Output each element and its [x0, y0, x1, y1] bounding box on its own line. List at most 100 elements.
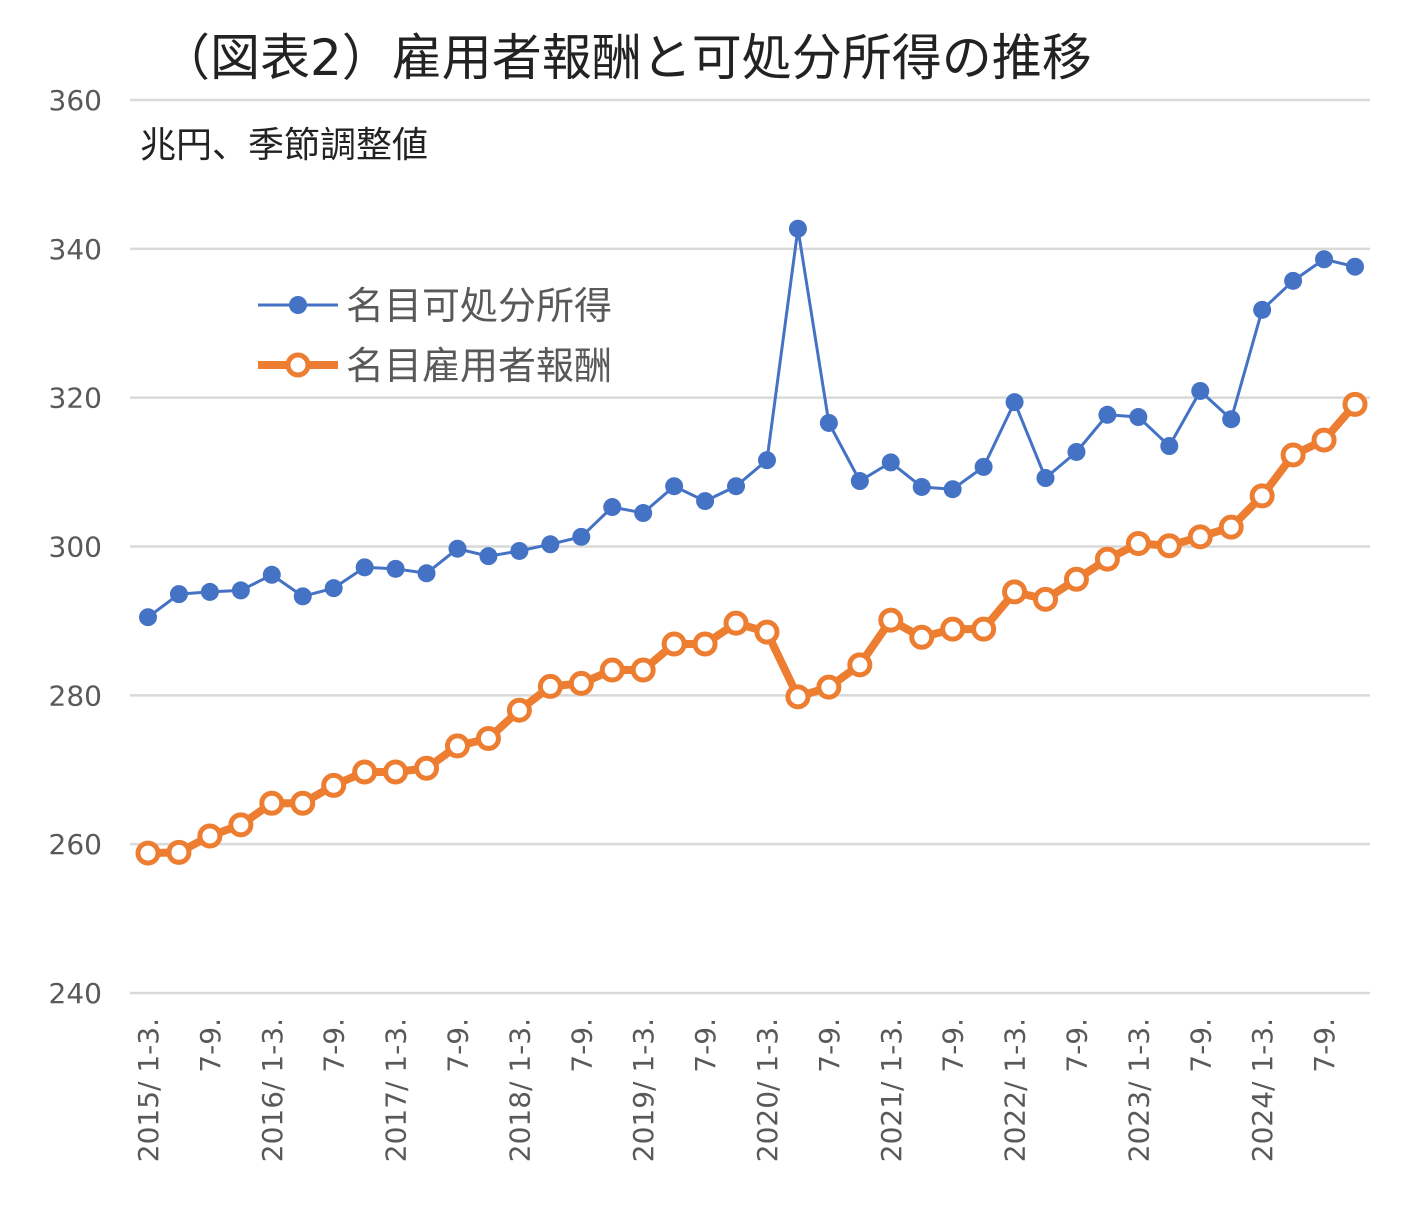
x-tick-label: 7-9.	[937, 1018, 970, 1073]
x-tick-label: 2021/ 1-3.	[875, 1018, 908, 1162]
data-point	[324, 579, 343, 598]
chart-title: （図表2）雇用者報酬と可処分所得の推移	[160, 29, 1092, 87]
x-tick-label: 7-9.	[194, 1018, 227, 1073]
data-point	[321, 772, 347, 798]
data-point	[940, 616, 966, 642]
data-point	[727, 477, 746, 496]
data-point	[723, 610, 749, 636]
data-point	[1311, 427, 1337, 453]
data-point	[754, 619, 780, 645]
data-point	[448, 539, 467, 558]
data-point	[1005, 393, 1024, 412]
data-point	[1033, 586, 1059, 612]
data-point	[785, 684, 811, 710]
series-group	[135, 219, 1368, 866]
data-point	[971, 616, 997, 642]
data-point	[386, 559, 405, 578]
data-point	[293, 587, 312, 606]
x-tick-label: 2017/ 1-3.	[380, 1018, 413, 1162]
data-point	[1222, 410, 1241, 429]
data-point	[1253, 300, 1272, 319]
data-point	[661, 631, 687, 657]
data-point	[1280, 442, 1306, 468]
data-point	[634, 504, 653, 523]
data-point	[1125, 531, 1151, 557]
data-point	[352, 759, 378, 785]
x-tick-label: 7-9.	[689, 1018, 722, 1073]
data-point	[135, 840, 161, 866]
data-point	[1094, 546, 1120, 572]
data-point	[847, 652, 873, 678]
data-point	[262, 565, 281, 584]
data-point	[1002, 579, 1028, 605]
x-tick-label: 7-9.	[318, 1018, 351, 1073]
data-point	[878, 607, 904, 633]
data-point	[414, 755, 440, 781]
x-tick-label: 7-9.	[813, 1018, 846, 1073]
data-point	[444, 733, 470, 759]
legend-label: 名目雇用者報酬	[346, 344, 612, 388]
data-point	[1129, 408, 1148, 427]
data-point	[169, 585, 188, 604]
x-tick-label: 2018/ 1-3.	[503, 1018, 536, 1162]
data-point	[912, 477, 931, 496]
series-disposable-income	[139, 219, 1364, 627]
x-tick-label: 2022/ 1-3.	[999, 1018, 1032, 1162]
data-point	[1191, 381, 1210, 400]
data-point	[1098, 405, 1117, 424]
data-point	[475, 725, 501, 751]
data-point	[943, 480, 962, 499]
data-point	[1067, 442, 1086, 461]
y-tick-label: 360	[49, 84, 102, 117]
data-point	[166, 839, 192, 865]
data-point	[1063, 566, 1089, 592]
x-tick-label: 2024/ 1-3.	[1246, 1018, 1279, 1162]
y-tick-label: 340	[49, 233, 102, 266]
gridlines	[130, 98, 1370, 995]
data-point	[1342, 391, 1368, 417]
legend: 名目可処分所得 名目雇用者報酬	[258, 284, 612, 388]
x-tick-label: 7-9.	[1060, 1018, 1093, 1073]
x-tick-label: 7-9.	[441, 1018, 474, 1073]
data-point	[881, 453, 900, 472]
data-point	[231, 581, 250, 600]
data-point	[974, 457, 993, 476]
y-tick-label: 260	[49, 828, 102, 861]
data-point	[537, 673, 563, 699]
data-point	[692, 631, 718, 657]
data-point	[1249, 483, 1275, 509]
data-point	[479, 547, 498, 566]
data-point	[909, 624, 935, 650]
data-point	[603, 498, 622, 517]
data-point	[259, 790, 285, 816]
y-tick-label: 240	[49, 977, 102, 1010]
data-point	[757, 451, 776, 470]
data-point	[541, 535, 560, 554]
data-point	[383, 759, 409, 785]
x-axis-ticks: 2015/ 1-3. 7-9. 2016/ 1-3. 7-9. 2017/ 1-3. 7-…	[132, 1018, 1341, 1162]
data-point	[200, 582, 219, 601]
x-tick-label: 2023/ 1-3.	[1122, 1018, 1155, 1162]
chart-subtitle: 兆円、季節調整値	[140, 125, 428, 166]
y-tick-label: 300	[49, 531, 102, 564]
data-point	[139, 608, 157, 627]
legend-marker-blue	[289, 296, 307, 314]
data-point	[819, 413, 838, 432]
data-point	[568, 670, 594, 696]
data-point	[1036, 469, 1055, 488]
series-line	[147, 401, 1359, 858]
data-point	[1346, 257, 1364, 276]
x-tick-label: 2015/ 1-3.	[132, 1018, 165, 1162]
data-point	[572, 527, 591, 546]
data-point	[1187, 524, 1213, 550]
data-point	[850, 472, 869, 491]
data-point	[197, 823, 223, 849]
data-point	[506, 697, 532, 723]
data-point	[788, 219, 807, 238]
data-point	[1156, 533, 1182, 559]
x-tick-label: 7-9.	[565, 1018, 598, 1073]
legend-item-compensation: 名目雇用者報酬	[258, 344, 612, 388]
data-point	[417, 564, 436, 583]
x-tick-label: 2020/ 1-3.	[751, 1018, 784, 1162]
data-point	[290, 790, 316, 816]
